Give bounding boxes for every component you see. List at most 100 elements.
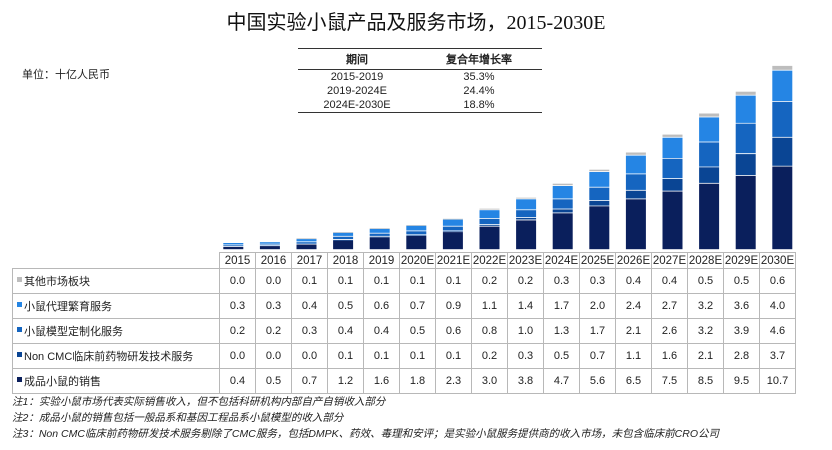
data-label: 0.2 (471, 343, 508, 369)
data-label: 0.7 (399, 293, 436, 319)
bar-stack-2016 (259, 242, 280, 250)
legend-swatch-icon (17, 302, 22, 307)
data-label: 4.0 (759, 293, 796, 319)
data-label: 0.7 (579, 343, 616, 369)
data-label: 3.7 (759, 343, 796, 369)
x-tick-label: 2028E (687, 252, 724, 269)
x-tick-label: 2015 (219, 252, 256, 269)
data-label: 1.4 (507, 293, 544, 319)
bar-segment (259, 244, 280, 246)
x-tick-label: 2021E (435, 252, 472, 269)
bar-stack-2027E (662, 134, 683, 250)
bar-segment (589, 200, 610, 206)
bar-segment (735, 95, 756, 123)
data-table: 2015 2016 2017 2018 2019 2020E 2021E 2022E 2023E… (12, 252, 796, 394)
data-label: 0.4 (291, 293, 328, 319)
legend-label: Non CMC临床前药物研发技术服务 (24, 351, 194, 363)
year-header-row: 2015 2016 2017 2018 2019 2020E 2021E 2022E 2023E… (12, 252, 796, 269)
cagr-period: 2015-2019 (330, 71, 384, 83)
data-label: 2.3 (435, 368, 472, 394)
data-label: 0.5 (723, 268, 760, 294)
data-label: 4.7 (543, 368, 580, 394)
stacked-bar-chart (223, 65, 793, 250)
x-tick-label: 2027E (651, 252, 688, 269)
chart-title: 中国实验小鼠产品及服务市场，2015-2030E (226, 12, 606, 34)
bar-segment (406, 236, 427, 250)
data-label: 3.0 (471, 368, 508, 394)
bar-stack-2025E (589, 169, 610, 250)
x-tick-label: 2020E (399, 252, 436, 269)
bar-segment (625, 174, 646, 190)
data-label: 0.9 (435, 293, 472, 319)
bar-segment (369, 236, 390, 238)
data-label: 0.5 (399, 318, 436, 344)
data-label: 0.1 (291, 268, 328, 294)
bar-segment (442, 218, 463, 220)
series-row: 小鼠模型定制化服务 0.2 0.2 0.3 0.4 0.4 0.5 0.6 0.8 1.0 1.3 1… (12, 318, 796, 344)
legend-entry: Non CMC临床前药物研发技术服务 (12, 343, 220, 369)
data-label: 3.2 (687, 318, 724, 344)
legend-entry: 其他市场板块 (12, 268, 220, 294)
data-label: 2.7 (651, 293, 688, 319)
data-label: 0.5 (327, 293, 364, 319)
bar-segment (589, 172, 610, 187)
data-label: 1.3 (543, 318, 580, 344)
data-label: 1.8 (399, 368, 436, 394)
data-label: 0.3 (291, 318, 328, 344)
bar-segment (223, 246, 244, 250)
data-label: 0.2 (219, 318, 256, 344)
cagr-period: 2024E-2030E (298, 98, 416, 113)
bar-segment (699, 167, 720, 183)
footnote-3: 注3：Non CMC临床前药物研发技术服务剔除了CMC服务，包括DMPK、药效、… (12, 428, 720, 440)
data-label: 0.1 (327, 343, 364, 369)
data-label: 0.2 (471, 268, 508, 294)
legend-entry: 成品小鼠的销售 (12, 368, 220, 394)
bar-stack-2030E (772, 65, 793, 250)
bar-segment (625, 199, 646, 250)
cagr-row: 2024E-2030E 18.8% (298, 98, 542, 113)
data-label: 3.8 (507, 368, 544, 394)
bar-segment (552, 213, 573, 250)
data-label: 0.1 (399, 268, 436, 294)
data-label: 1.6 (651, 343, 688, 369)
legend-swatch-icon (17, 377, 22, 382)
bar-segment (479, 226, 500, 250)
data-label: 1.1 (615, 343, 652, 369)
data-label: 0.4 (615, 268, 652, 294)
data-label: 0.4 (363, 318, 400, 344)
data-label: 1.7 (579, 318, 616, 344)
x-tick-label: 2022E (471, 252, 508, 269)
bar-segment (625, 152, 646, 155)
data-label: 2.4 (615, 293, 652, 319)
bar-segment (516, 197, 537, 199)
bar-segment (699, 113, 720, 117)
bar-stack-2018 (333, 232, 354, 250)
data-label: 0.4 (327, 318, 364, 344)
series-row: 小鼠代理繁育服务 0.3 0.3 0.4 0.5 0.6 0.7 0.9 1.1 1.4 1.7 2.… (12, 293, 796, 319)
bar-segment (516, 199, 537, 210)
data-label: 2.0 (579, 293, 616, 319)
data-label: 0.6 (435, 318, 472, 344)
bar-segment (406, 225, 427, 226)
bar-segment (735, 154, 756, 176)
data-label: 0.4 (651, 268, 688, 294)
legend-label: 小鼠代理繁育服务 (24, 301, 112, 313)
bar-stack-2022E (479, 208, 500, 250)
data-label: 3.9 (723, 318, 760, 344)
data-label: 0.0 (219, 268, 256, 294)
data-label: 3.6 (723, 293, 760, 319)
legend-swatch-icon (17, 277, 22, 282)
x-tick-label: 2024E (543, 252, 580, 269)
data-label: 0.1 (435, 343, 472, 369)
data-label: 1.7 (543, 293, 580, 319)
bar-segment (662, 191, 683, 250)
data-label: 2.1 (615, 318, 652, 344)
bar-segment (406, 225, 427, 231)
cagr-header-period: 期间 (298, 48, 416, 70)
bar-stack-2020E (406, 225, 427, 250)
data-label: 0.0 (291, 343, 328, 369)
bar-stack-2026E (625, 152, 646, 250)
cagr-rate: 35.3% (463, 71, 495, 83)
data-label: 0.5 (255, 368, 292, 394)
bar-segment (259, 242, 280, 244)
